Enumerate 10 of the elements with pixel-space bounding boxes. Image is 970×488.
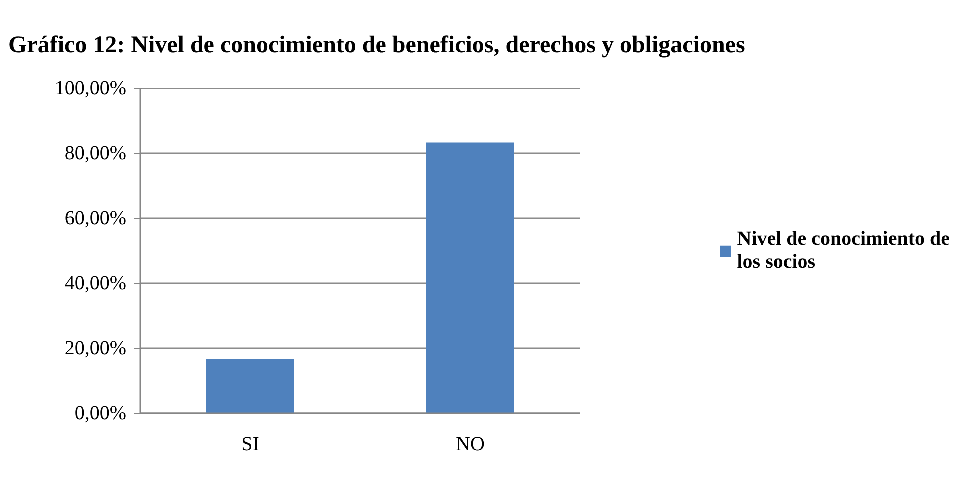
y-tick-label: 60,00% bbox=[64, 208, 127, 230]
y-tick-label: 100,00% bbox=[54, 78, 127, 100]
y-tick-label: 0,00% bbox=[74, 402, 127, 424]
y-tick-label: 20,00% bbox=[64, 338, 127, 360]
x-tick-label: NO bbox=[456, 434, 485, 456]
chart-title: Gráfico 12: Nivel de conocimiento de beneficios, derechos y obligaciones bbox=[8, 32, 746, 58]
legend-label: Nivel de conocimiento de los socios bbox=[737, 228, 950, 274]
x-tick-label: SI bbox=[242, 434, 260, 456]
y-tick-label: 80,00% bbox=[64, 142, 127, 164]
y-tick-label: 40,00% bbox=[64, 272, 127, 294]
